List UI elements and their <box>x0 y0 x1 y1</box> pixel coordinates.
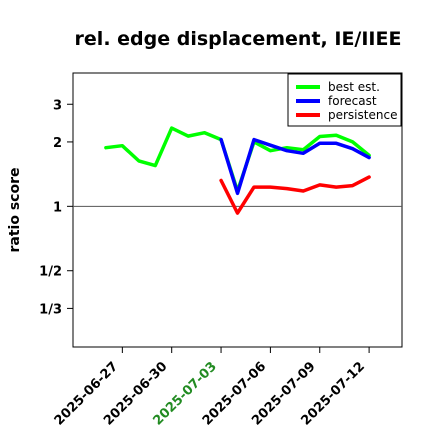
y-tick-label: 3 <box>53 98 62 113</box>
y-tick-label: 1/2 <box>39 265 62 280</box>
legend-label: forecast <box>328 94 377 108</box>
series-line-forecast <box>219 137 371 196</box>
chart-title: rel. edge displacement, IE/IIEE <box>75 28 402 50</box>
plot-frame <box>72 72 403 348</box>
legend-label: persistence <box>328 108 397 122</box>
legend-label: best est. <box>328 80 380 94</box>
y-tick-label: 1 <box>53 200 62 215</box>
y-tick-label: 1/3 <box>39 302 62 317</box>
series-line-persistence <box>219 175 371 215</box>
series-line-best-est <box>104 126 371 193</box>
y-tick-label: 2 <box>53 136 62 151</box>
y-axis-label: ratio score <box>7 168 23 253</box>
